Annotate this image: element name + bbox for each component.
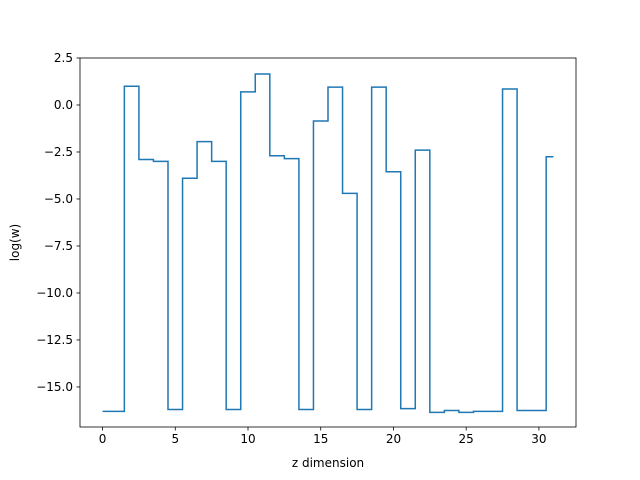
y-tick-label: −12.5 <box>36 333 73 347</box>
series-layer <box>102 73 554 414</box>
series-line <box>102 73 554 414</box>
y-tick-label: −15.0 <box>36 380 73 394</box>
x-tick-label: 0 <box>99 432 107 446</box>
x-tick-label: 15 <box>313 432 328 446</box>
y-tick-label: −5.0 <box>44 192 73 206</box>
y-tick-label: −2.5 <box>44 145 73 159</box>
ticks: 0 5 10 15 20 25 30 2.5 0.0 −2.5 −5.0 −7.5 −10.0 −12.5… <box>36 51 546 446</box>
x-tick-label: 25 <box>459 432 474 446</box>
y-tick-label: −7.5 <box>44 239 73 253</box>
plot-frame <box>79 57 577 428</box>
x-tick-label: 10 <box>240 432 255 446</box>
x-axis-label: z dimension <box>292 456 364 470</box>
x-tick-label: 5 <box>171 432 179 446</box>
x-tick-label: 30 <box>531 432 546 446</box>
x-tick-label: 20 <box>386 432 401 446</box>
y-tick-label: 2.5 <box>54 51 73 65</box>
y-axis-label: log(w) <box>8 224 22 261</box>
y-tick-label: −10.0 <box>36 286 73 300</box>
y-tick-label: 0.0 <box>54 98 73 112</box>
